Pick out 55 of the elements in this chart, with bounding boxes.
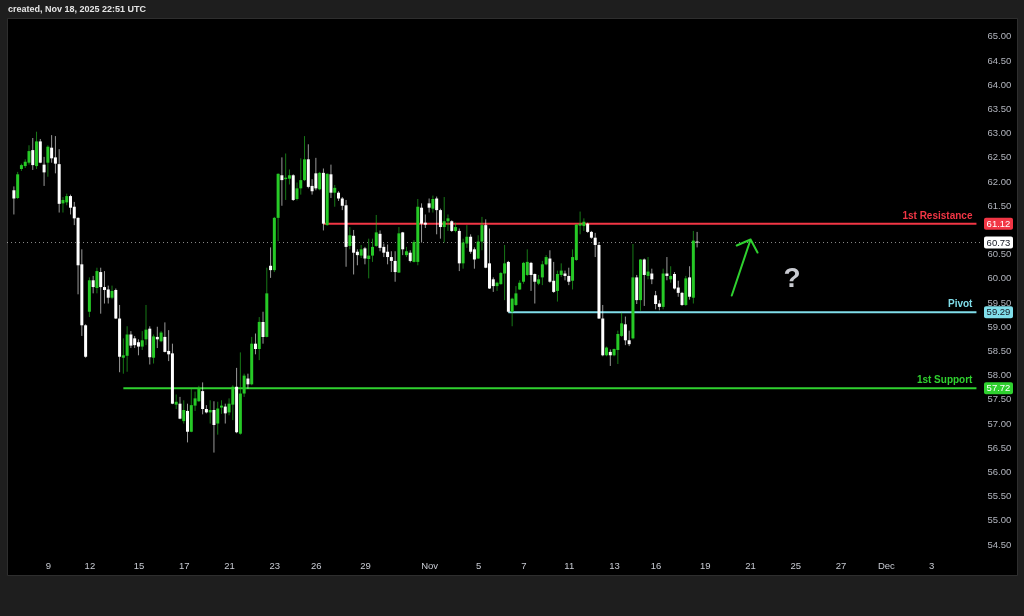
x-tick-label: 5 (476, 559, 482, 571)
x-tick-label: 23 (269, 559, 281, 571)
x-tick-label: Dec (877, 559, 896, 571)
data-label: 59.29 (986, 306, 1011, 318)
y-tick-label: 65.00 (987, 30, 1012, 42)
data-label: 57.72 (986, 382, 1011, 394)
y-tick-label: 61.50 (987, 199, 1012, 211)
series-label: Pivot (948, 298, 974, 310)
candlestick (695, 231, 699, 248)
x-tick-label: 17 (178, 559, 190, 571)
x-tick-label: 21 (224, 559, 235, 571)
y-tick-label: 55.50 (987, 490, 1012, 502)
x-tick-label: 16 (650, 559, 662, 571)
x-tick-label: 12 (84, 559, 96, 571)
x-tick-label: 25 (790, 559, 802, 571)
text: created, Nov 18, 2025 22:51 UTC (8, 4, 147, 14)
annotation: ? (783, 261, 801, 293)
y-tick-label: 56.00 (987, 465, 1012, 477)
series-label: 1st Support (916, 374, 974, 386)
y-tick-label: 64.00 (987, 78, 1012, 90)
y-tick-label: 60.00 (987, 272, 1012, 284)
y-tick-label: 58.50 (987, 344, 1012, 356)
y-tick-label: 62.50 (987, 151, 1012, 163)
x-tick-label: 15 (133, 559, 145, 571)
candlestick (427, 198, 431, 214)
candlestick (61, 196, 65, 214)
y-tick-label: 64.50 (987, 54, 1012, 66)
x-tick-label: 11 (564, 559, 575, 571)
x-tick-label: 19 (699, 559, 711, 571)
x-tick-label: 27 (835, 559, 847, 571)
x-tick-label: 9 (45, 559, 52, 571)
data-label: 61.12 (986, 217, 1011, 229)
y-tick-label: 56.50 (987, 441, 1012, 453)
x-tick-label: 7 (521, 559, 527, 571)
y-tick-label: 62.00 (987, 175, 1012, 187)
x-tick-label: 26 (311, 559, 322, 571)
x-tick-label: 21 (745, 559, 756, 571)
y-tick-label: 55.00 (987, 514, 1012, 526)
y-tick-label: 60.50 (987, 248, 1012, 260)
y-tick-label: 59.00 (987, 320, 1012, 332)
y-tick-label: 63.00 (987, 127, 1012, 139)
y-tick-label: 54.50 (987, 538, 1012, 550)
x-tick-label: 29 (360, 559, 371, 571)
y-tick-label: 57.00 (987, 417, 1012, 429)
x-tick-label: Nov (421, 559, 439, 571)
y-tick-label: 63.50 (987, 102, 1012, 114)
candlestick (582, 217, 586, 232)
y-tick-label: 57.50 (987, 393, 1012, 405)
y-tick-label: 59.50 (987, 296, 1012, 308)
series-label: 1st Resistance (902, 209, 973, 221)
candlestick (446, 213, 450, 232)
ref-line-label: 60.73 (986, 236, 1011, 248)
y-tick-label: 58.00 (987, 369, 1012, 381)
x-tick-label: 3 (929, 559, 935, 571)
x-tick-label: 13 (609, 559, 620, 571)
